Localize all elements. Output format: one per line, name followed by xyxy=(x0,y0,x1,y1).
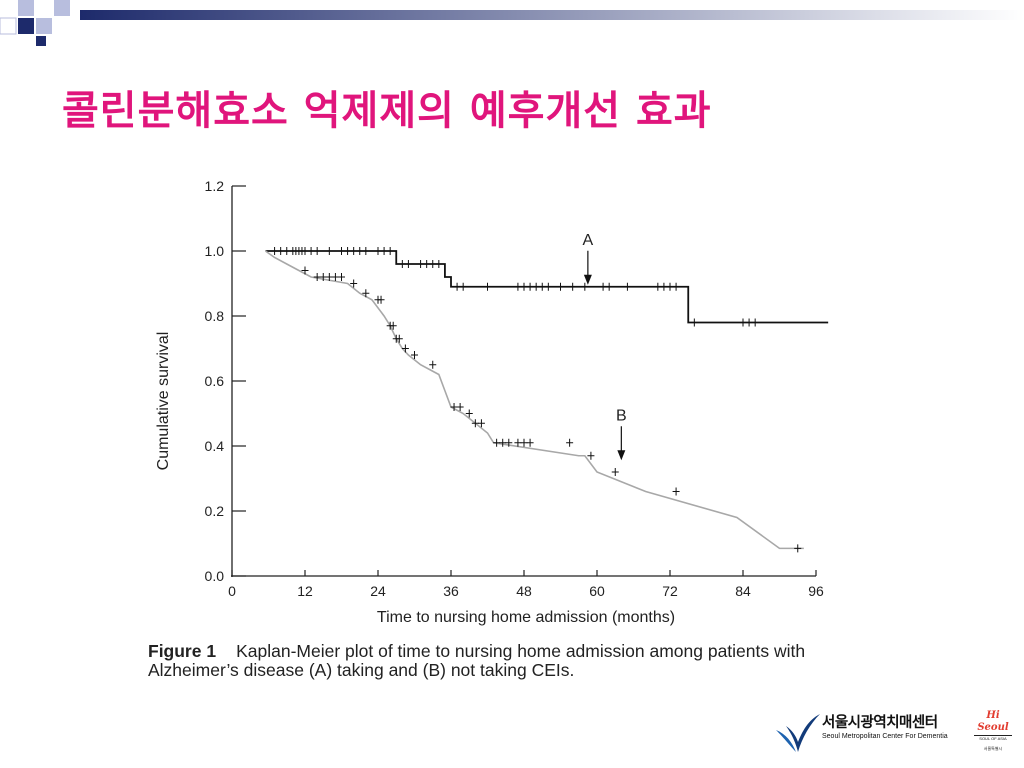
y-tick-label: 0.4 xyxy=(205,438,225,454)
x-tick-label: 72 xyxy=(662,583,678,599)
hi-seoul-city: 서울특별시 xyxy=(983,746,1003,751)
figure-caption-text: Kaplan-Meier plot of time to nursing hom… xyxy=(148,641,806,680)
deco-square-light xyxy=(54,0,70,16)
x-tick-label: 12 xyxy=(297,583,313,599)
deco-square-outline xyxy=(0,17,17,35)
x-axis-label: Time to nursing home admission (months) xyxy=(377,609,675,626)
x-tick-label: 48 xyxy=(516,583,532,599)
y-tick-label: 0.2 xyxy=(205,503,225,519)
hi-seoul-logo: Hi Seoul SOUL OF ASIA 서울특별시 xyxy=(970,710,1016,751)
x-tick-label: 96 xyxy=(808,583,824,599)
seoul-dementia-center-logo: 서울시광역치매센터 Seoul Metropolitan Center For … xyxy=(774,704,1020,760)
y-tick-label: 1.2 xyxy=(205,178,225,194)
logo-wing-icon xyxy=(776,714,820,752)
figure-caption: Figure 1 Kaplan-Meier plot of time to nur… xyxy=(148,642,828,680)
y-axis-label: Cumulative survival xyxy=(155,332,172,471)
hi-seoul-tagline: SOUL OF ASIA xyxy=(974,735,1012,742)
deco-square-light xyxy=(36,18,52,34)
slide-title: 콜린분해효소 억제제의 예후개선 효과 xyxy=(62,88,712,134)
annotation-b-arrow-head xyxy=(617,450,626,461)
annotation-b-label: B xyxy=(616,407,627,424)
y-tick-label: 0.0 xyxy=(205,568,225,584)
deco-square-navy xyxy=(18,18,34,34)
kaplan-meier-chart: 0.0 0.2 0.4 0.6 0.8 1.0 1.2 0 12 24 36 48 60 72 84 96 Ti… xyxy=(155,178,829,626)
figure-label: Figure 1 xyxy=(148,641,217,661)
corner-decoration xyxy=(0,0,70,46)
x-tick-label: 24 xyxy=(370,583,386,599)
y-tick-label: 0.8 xyxy=(205,308,225,324)
annotation-a-label: A xyxy=(583,232,594,249)
annotation-a-arrow-head xyxy=(583,274,592,285)
logo-org-subtitle: Seoul Metropolitan Center For Dementia xyxy=(822,733,948,740)
x-tick-label: 84 xyxy=(735,583,751,599)
deco-square-navy xyxy=(36,36,46,46)
x-tick-label: 0 xyxy=(228,583,236,599)
series-b-line xyxy=(264,250,804,550)
y-tick-label: 1.0 xyxy=(205,243,225,259)
y-tick-label: 0.6 xyxy=(205,373,225,389)
series-a-line xyxy=(265,250,829,324)
hi-seoul-mark: Hi Seoul xyxy=(977,710,1009,733)
top-gradient-bar xyxy=(80,10,1024,20)
x-tick-label: 60 xyxy=(589,583,605,599)
deco-square-light xyxy=(18,0,34,16)
x-tick-label: 36 xyxy=(443,583,459,599)
logo-org-name: 서울시광역치매센터 xyxy=(822,715,938,731)
